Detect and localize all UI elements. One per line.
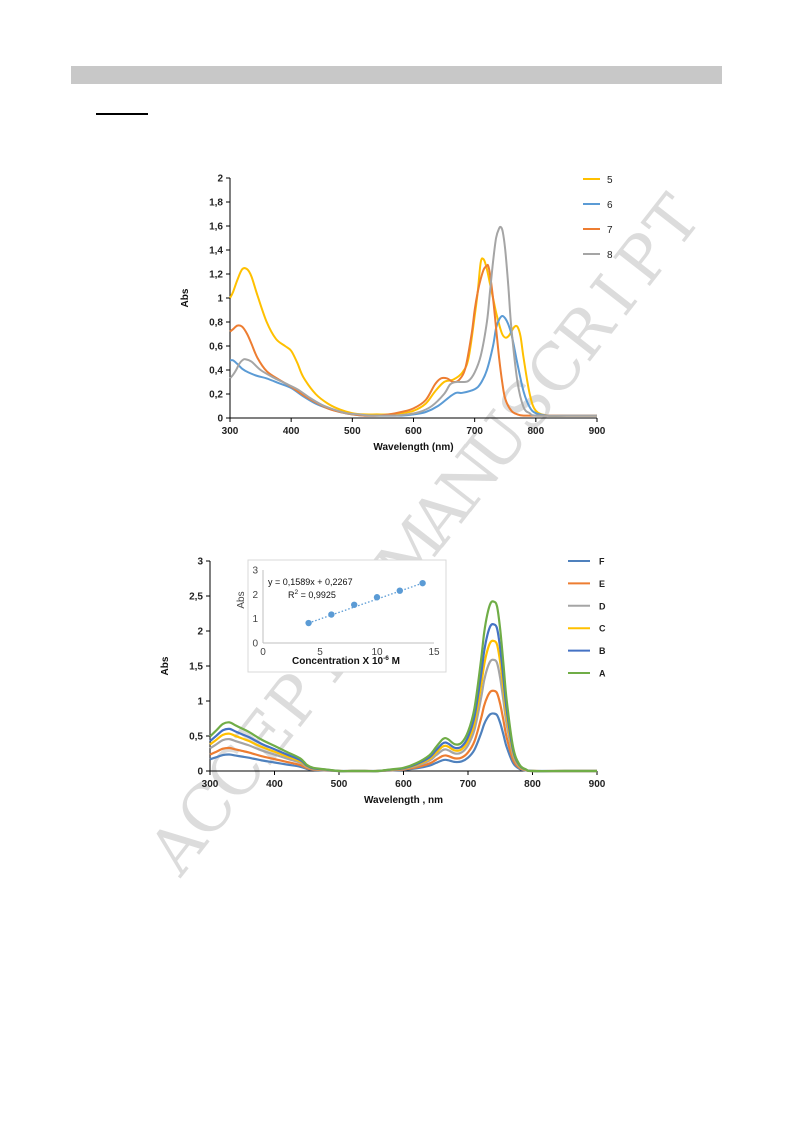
inset-data-point (351, 601, 358, 608)
y-tick-label: 1,4 (209, 246, 223, 257)
y-tick-label: 1,8 (209, 198, 223, 209)
series-A-line (209, 600, 597, 773)
y-tick-label: 2 (217, 174, 223, 185)
r2-value: = 0,9925 (298, 590, 336, 600)
inset-data-point (305, 619, 312, 627)
series-8-line (229, 225, 597, 417)
series-5-line (229, 257, 597, 417)
legend-label-E: E (599, 579, 605, 589)
inset-y-tick-label: 2 (252, 590, 258, 601)
legend-label-8: 8 (607, 250, 613, 261)
series-C-line (209, 639, 597, 773)
y-tick-label: 2 (197, 627, 203, 638)
inset-xlabel-exp: -6 (383, 655, 389, 662)
inset-equation: y = 0,1589x + 0,2267 (268, 577, 353, 587)
y-tick-label: 0,5 (189, 732, 203, 743)
y-tick-label: 0,4 (209, 366, 223, 377)
inset-data-point (328, 611, 335, 618)
y-tick-label: 0,2 (209, 390, 223, 401)
y-tick-label: 2,5 (189, 592, 203, 603)
inset-xlabel-main: Concentration X 10 (292, 656, 384, 667)
inset-data-point (396, 587, 403, 594)
legend-label-A: A (599, 669, 606, 679)
inset-x-tick-label: 10 (371, 647, 383, 658)
inset-y-tick-label: 1 (252, 614, 258, 625)
y-tick-label: 0,6 (209, 342, 223, 353)
x-tick-label: 700 (460, 779, 477, 790)
y-tick-label: 1 (197, 697, 203, 708)
x-tick-label: 400 (266, 779, 283, 790)
inset-y-tick-label: 0 (252, 639, 258, 650)
x-tick-label: 300 (202, 779, 219, 790)
x-tick-label: 300 (222, 426, 239, 437)
series-6-line (229, 314, 597, 417)
y-tick-label: 1 (217, 294, 223, 305)
x-tick-label: 500 (344, 426, 361, 437)
x-tick-label: 900 (589, 426, 606, 437)
legend-label-F: F (599, 557, 605, 567)
series-B-line (209, 622, 597, 773)
x-tick-label: 600 (395, 779, 412, 790)
series-7-line (229, 263, 597, 417)
y-axis-title: Abs (160, 656, 171, 675)
y-tick-label: 3 (197, 557, 203, 568)
inset-data-point (419, 579, 426, 587)
uv-vis-spectra-chart: 300 400 500 600 700 800 900 0 0,2 0,4 0,6 0,8 1 1,2 1,… (180, 174, 613, 454)
y-tick-label: 1,2 (209, 270, 223, 281)
x-tick-label: 900 (589, 779, 606, 790)
legend-label-5: 5 (607, 175, 613, 186)
x-tick-label: 800 (527, 426, 544, 437)
legend-label-7: 7 (607, 225, 613, 236)
legend-label-C: C (599, 624, 606, 634)
y-tick-label: 1,6 (209, 222, 223, 233)
y-tick-label: 0 (217, 414, 223, 425)
inset-trendline (308, 582, 423, 624)
inset-y-axis-title: Abs (236, 591, 247, 608)
watermark-text: ACCEPTEDMANUSCRIPT (134, 182, 715, 889)
inset-data-point (373, 594, 381, 601)
page-header-bar (71, 66, 722, 84)
y-axis-title: Abs (180, 288, 191, 307)
series-F-line (209, 712, 597, 773)
inset-x-tick-label: 5 (317, 647, 323, 658)
inset-frame (247, 559, 447, 673)
heading-underline (96, 113, 148, 115)
inset-x-axis-title: Concentration X 10-6 M (292, 655, 400, 667)
y-tick-label: 0,8 (209, 318, 223, 329)
x-tick-label: 800 (524, 779, 541, 790)
inset-y-tick-label: 3 (252, 566, 258, 577)
inset-r-squared: R2 = 0,9925 (288, 589, 336, 600)
x-tick-label: 500 (331, 779, 348, 790)
r2-exponent: 2 (295, 589, 299, 596)
legend-label-D: D (599, 601, 606, 611)
inset-x-tick-label: 15 (428, 647, 440, 658)
r2-label: R (288, 590, 295, 600)
inset-x-tick-label: 0 (260, 647, 266, 658)
x-axis-title: Wavelength , nm (364, 795, 443, 806)
x-tick-label: 700 (466, 426, 483, 437)
series-D-line (209, 658, 597, 773)
x-axis-title: Wavelength (nm) (373, 442, 453, 453)
legend-label-6: 6 (607, 200, 613, 211)
concentration-spectra-chart: 300 400 500 600 700 800 90000,511,522,53Wavele… (160, 557, 606, 807)
y-tick-label: 1,5 (189, 662, 203, 673)
y-tick-label: 0 (197, 767, 203, 778)
inset-xlabel-unit: M (389, 656, 400, 667)
x-tick-label: 600 (405, 426, 422, 437)
series-E-line (209, 689, 597, 773)
x-tick-label: 400 (283, 426, 300, 437)
legend-label-B: B (599, 646, 606, 656)
